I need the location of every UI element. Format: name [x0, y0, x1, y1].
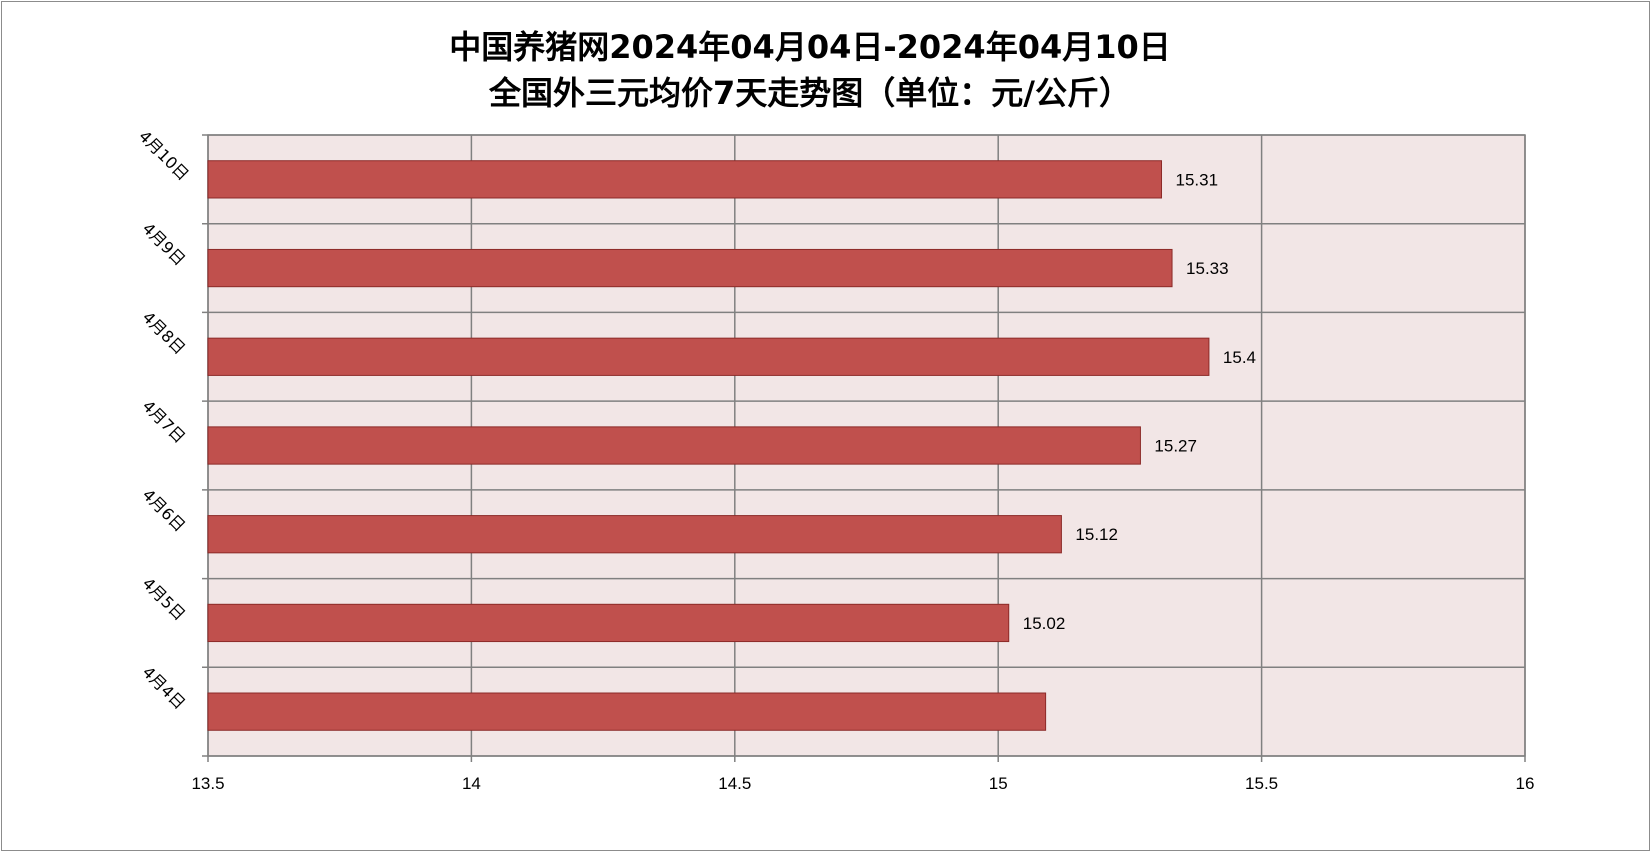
- category-label: 4月6日: [139, 485, 189, 535]
- bar: [207, 692, 1047, 731]
- category-label: 4月7日: [139, 396, 189, 446]
- chart-title: 中国养猪网2024年04月04日-2024年04月10日 全国外三元均价7天走势…: [0, 24, 1620, 116]
- data-label: 15.02: [1023, 614, 1066, 633]
- category-label: 4月8日: [139, 308, 189, 358]
- category-label: 4月5日: [139, 574, 189, 624]
- chart-title-line-1: 中国养猪网2024年04月04日-2024年04月10日: [449, 28, 1171, 66]
- bar: [207, 426, 1141, 465]
- bar: [207, 248, 1173, 288]
- data-label: 15.31: [1176, 170, 1219, 189]
- category-label: 4月10日: [135, 127, 193, 185]
- x-tick-label: 16: [1516, 774, 1535, 793]
- x-tick-label: 14: [462, 774, 481, 793]
- chart-title-line-2: 全国外三元均价7天走势图（单位：元/公斤）: [489, 74, 1131, 112]
- data-label: 15.12: [1075, 525, 1118, 544]
- bar: [207, 160, 1163, 199]
- x-tick-label: 14.5: [718, 774, 751, 793]
- data-label: 15.4: [1223, 348, 1256, 367]
- category-label: 4月4日: [139, 663, 189, 713]
- bar: [207, 603, 1010, 643]
- data-label: 15.27: [1154, 437, 1197, 456]
- x-tick-label: 13.5: [191, 774, 224, 793]
- x-tick-label: 15.5: [1245, 774, 1278, 793]
- bar: [207, 337, 1210, 376]
- bar: [207, 515, 1062, 554]
- data-label: 15.33: [1186, 259, 1229, 278]
- x-tick-label: 15: [989, 774, 1008, 793]
- category-label: 4月9日: [139, 219, 189, 269]
